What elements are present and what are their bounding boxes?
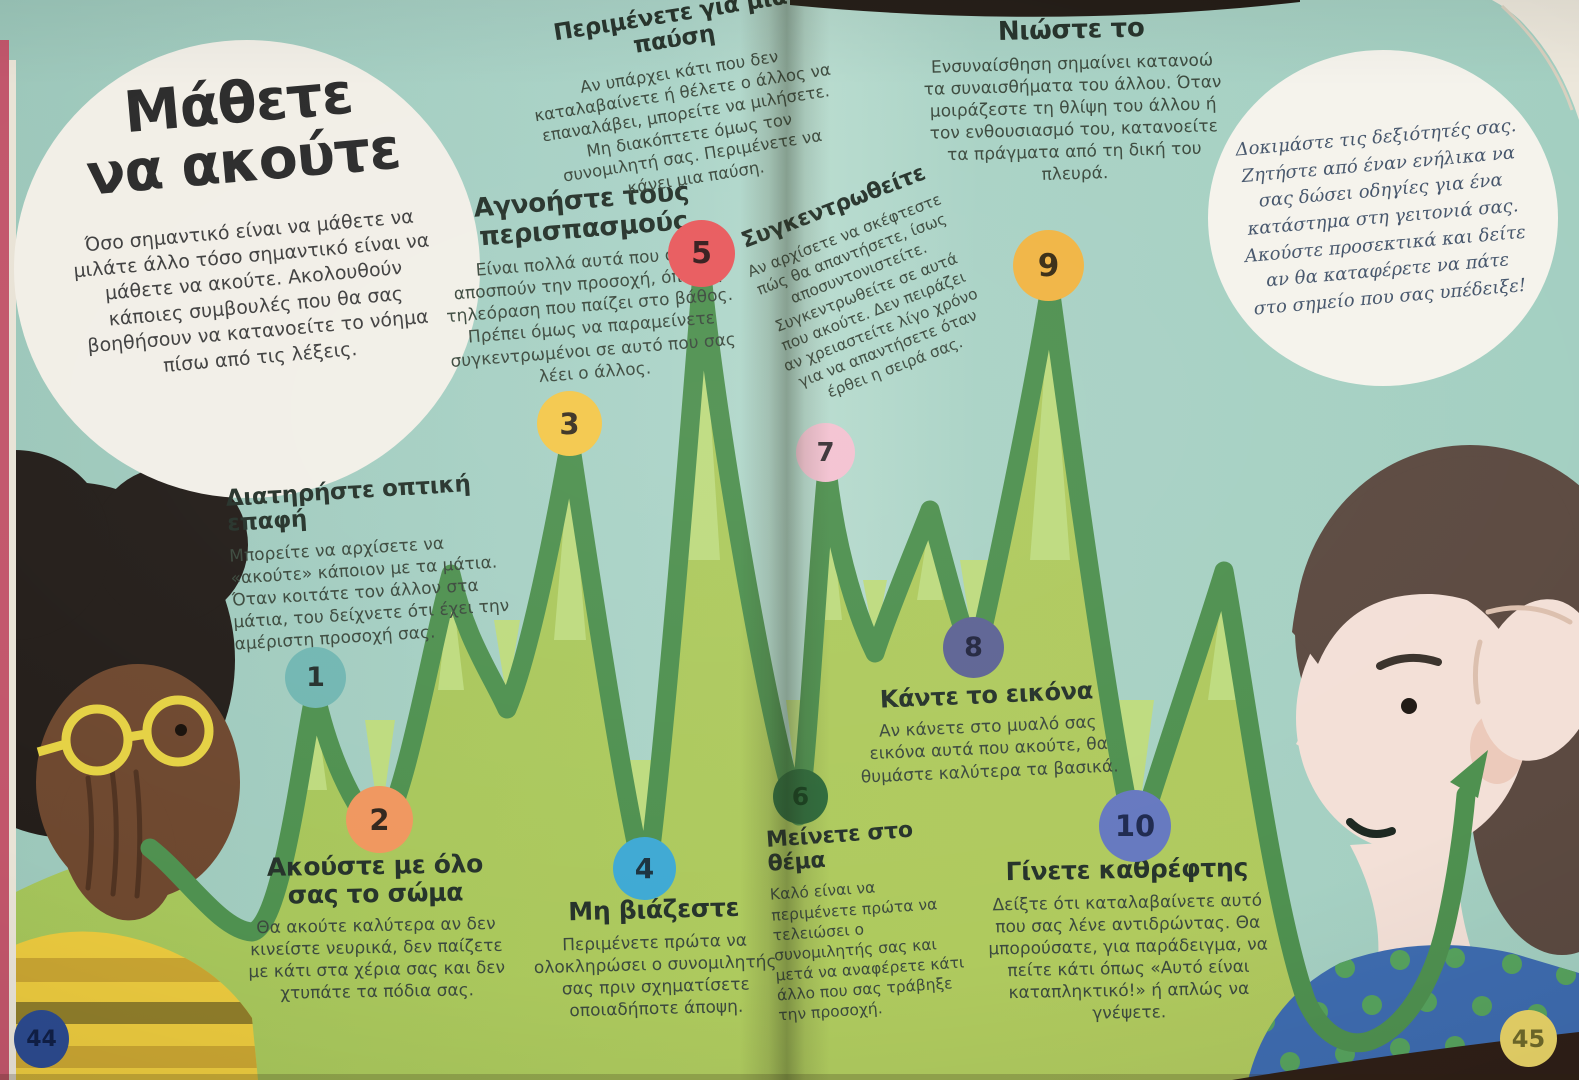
step-circle-7: 7	[796, 423, 855, 482]
tip-whole-body: Ακούστε με όλο σας το σώμα Θα ακούτε καλ…	[241, 849, 512, 1006]
smile	[1346, 818, 1396, 838]
listening-path	[140, 263, 1476, 1053]
tip-stay-on-topic: Μείνετε στο θέμα Καλό είναι να περιμένετ…	[765, 816, 970, 1026]
tip-be-mirror: Γίνετε καθρέφτης Δείξτε ότι καταλαβαίνετ…	[977, 853, 1280, 1026]
hill-shape	[0, 273, 1579, 1080]
tip-heading: Ακούστε με όλο σας το σώμα	[266, 849, 484, 910]
tip-body: Δείξτε ότι καταλαβαίνετε αυτό που σας λέ…	[988, 890, 1269, 1024]
step-circle-5: 5	[668, 220, 735, 287]
tip-body: Μπορείτε να αρχίσετε να «ακούτε» κάποιον…	[228, 533, 510, 655]
step-circle-8: 8	[943, 617, 1004, 678]
page-number-left: 44	[14, 1010, 69, 1068]
tip-feel-it: Νιώστε το Ενσυναίσθηση σημαίνει κατανοώ …	[921, 12, 1225, 189]
eyebrow	[1376, 653, 1442, 670]
tip-eye-contact: Διατηρήστε οπτική επαφή Μπορείτε να αρχί…	[225, 469, 523, 655]
step-circle-6: 6	[773, 769, 828, 824]
tip-make-picture: Κάντε το εικόνα Αν κάνετε στο μυαλό σας …	[852, 676, 1124, 788]
step-circle-9: 9	[1013, 230, 1084, 301]
person-left	[0, 450, 258, 1080]
step-circle-2: 2	[346, 786, 413, 853]
hand-right	[1478, 599, 1579, 761]
step-circle-10: 10	[1099, 790, 1171, 862]
activity-note-circle: Δοκιμάστε τις δεξιότητές σας. Ζητήστε απ…	[1208, 50, 1558, 386]
intro-text: Όσο σημαντικό είναι να μάθετε να μιλάτε …	[72, 205, 431, 377]
page-number-right: 45	[1500, 1010, 1557, 1067]
step-circle-3: 3	[537, 391, 602, 456]
tip-body: Ενσυναίσθηση σημαίνει κατανοώ τα συναισθ…	[923, 49, 1222, 185]
tip-body: Περιμένετε πρώτα να ολοκληρώσει ο συνομι…	[533, 930, 777, 1022]
page-title: Μάθετε να ακούτε	[26, 56, 455, 211]
tip-body: Καλό είναι να περιμένετε πρώτα να τελειώ…	[769, 878, 965, 1025]
step-circle-1: 1	[285, 647, 346, 708]
tip-dont-rush: Μη βιάζεστε Περιμένετε πρώτα να ολοκληρώ…	[522, 893, 787, 1024]
activity-note-text: Δοκιμάστε τις δεξιότητές σας. Ζητήστε απ…	[1234, 114, 1527, 320]
tip-body: Αν κάνετε στο μυαλό σας εικόνα αυτά που …	[860, 712, 1119, 788]
eye	[1401, 698, 1417, 714]
ear-arrow-icon	[1450, 750, 1488, 798]
tip-body: Θα ακούτε καλύτερα αν δεν κινείστε νευρι…	[248, 913, 506, 1004]
glasses-icon	[36, 695, 214, 776]
person-right	[1248, 445, 1579, 1080]
step-circle-4: 4	[613, 837, 676, 900]
title-circle: Μάθετε να ακούτε Όσο σημαντικό είναι να …	[14, 40, 480, 498]
